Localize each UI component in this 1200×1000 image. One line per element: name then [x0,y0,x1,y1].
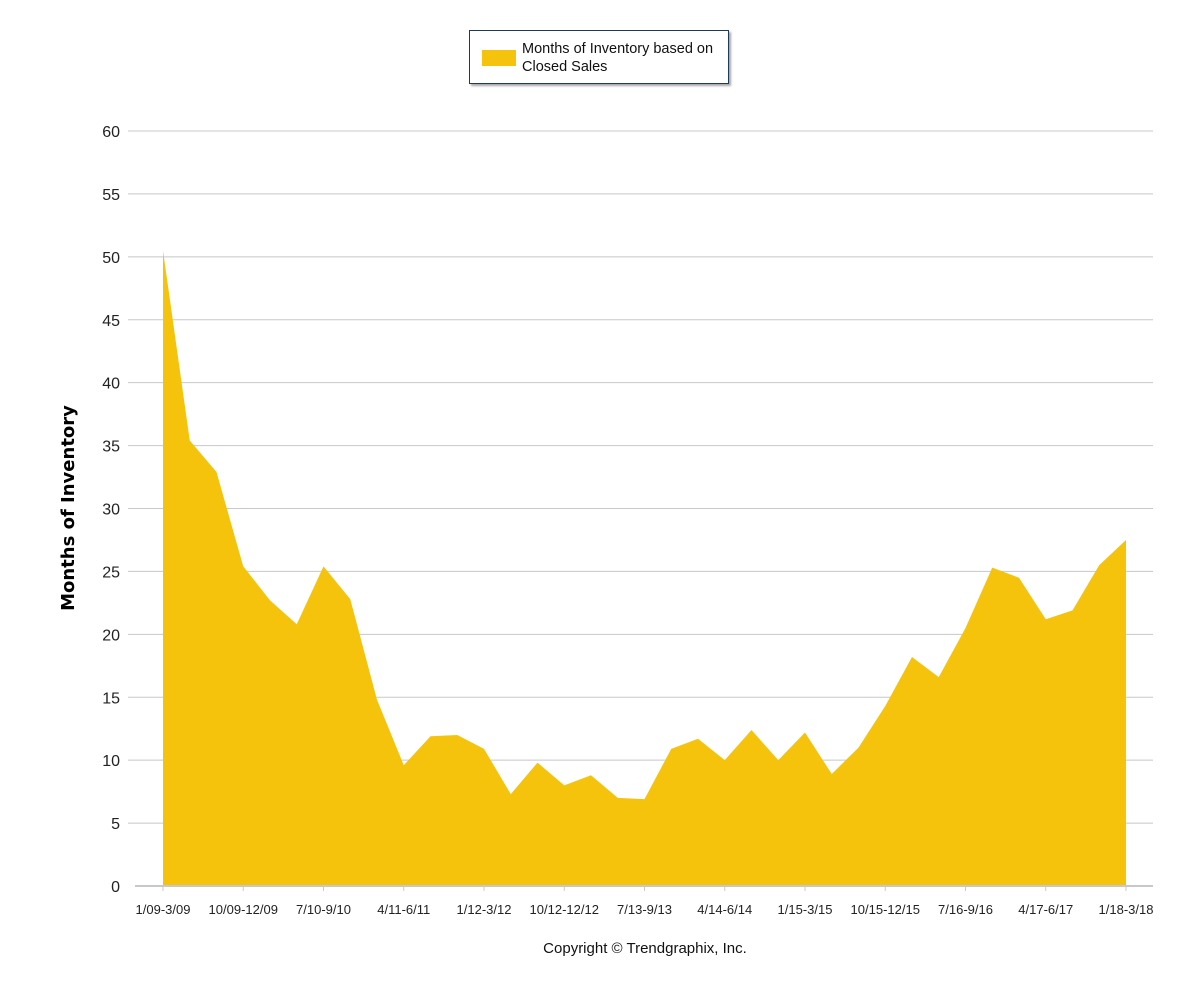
y-tick-label: 50 [102,250,120,267]
legend: Months of Inventory based on Closed Sale… [469,30,729,84]
y-tick-label: 30 [102,502,120,519]
axes [135,885,1153,891]
x-tick-label: 10/12-12/12 [530,902,599,917]
legend-label: Months of Inventory based on Closed Sale… [522,41,714,75]
x-tick-label: 7/10-9/10 [296,902,351,917]
y-tick-label: 25 [102,564,120,581]
x-tick-label: 1/09-3/09 [136,902,191,917]
y-tick-label: 60 [102,124,120,141]
y-tick-label: 15 [102,690,120,707]
area-series [163,250,1126,887]
x-tick-label: 7/16-9/16 [938,902,993,917]
y-tick-label: 5 [111,816,120,833]
y-tick-label: 55 [102,187,120,204]
y-tick-label: 45 [102,313,120,330]
x-tick-labels: 1/09-3/09 10/09-12/09 7/10-9/10 4/11-6/11 1/… [136,902,1154,917]
x-tick-label: 1/12-3/12 [457,902,512,917]
y-tick-label: 20 [102,627,120,644]
y-tick-label: 0 [111,879,120,896]
y-tick-label: 10 [102,753,120,770]
x-tick-label: 10/15-12/15 [851,902,920,917]
y-tick-label: 40 [102,376,120,393]
copyright-text: Copyright © Trendgraphix, Inc. [543,940,747,957]
x-tick-label: 10/09-12/09 [209,902,278,917]
x-tick-label: 1/15-3/15 [778,902,833,917]
x-tick-label: 1/18-3/18 [1099,902,1154,917]
x-tick-label: 4/17-6/17 [1018,902,1073,917]
y-tick-label: 35 [102,439,120,456]
legend-swatch [482,50,516,66]
y-axis-title: Months of Inventory [58,405,79,611]
series-area [163,250,1126,887]
x-tick-label: 4/11-6/11 [377,902,430,917]
x-tick-label: 7/13-9/13 [617,902,672,917]
x-tick-label: 4/14-6/14 [697,902,752,917]
y-tick-labels: 0 5 10 15 20 25 30 35 40 45 50 55 60 [102,124,120,896]
